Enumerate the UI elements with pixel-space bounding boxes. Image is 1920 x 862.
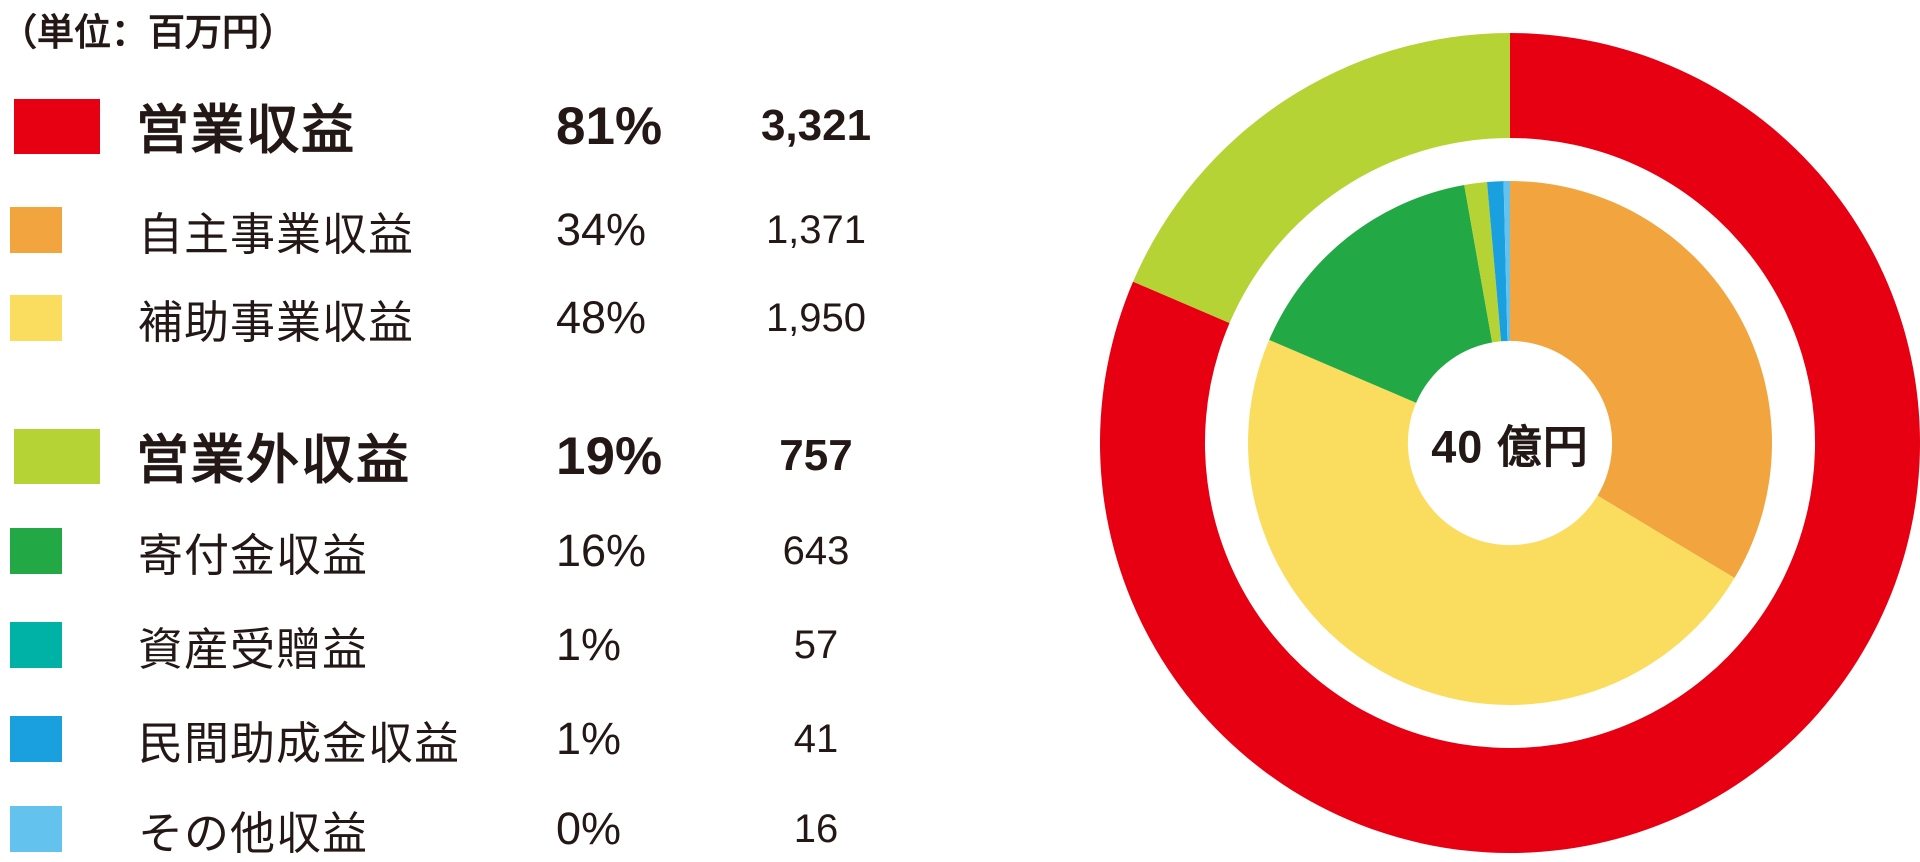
revenue-donut-chart (1090, 0, 1920, 861)
legend-swatch-donation-revenue (10, 528, 62, 574)
legend-value: 3,321 (760, 101, 872, 150)
legend-row-donation-revenue: 寄付金収益 16% 643 (0, 525, 930, 581)
legend-row-own-business-revenue: 自主事業収益 34% 1,371 (0, 204, 930, 260)
legend-percent: 16% (556, 525, 647, 576)
legend-percent: 0% (556, 803, 622, 854)
legend-value: 57 (793, 622, 839, 667)
donut-center-hole (1407, 340, 1613, 546)
legend-percent: 1% (556, 619, 622, 670)
legend-swatch-private-grant-revenue (10, 716, 62, 762)
legend-label: 補助事業収益 (138, 296, 415, 348)
legend-swatch-other-revenue (10, 806, 62, 852)
legend-label: その他収益 (138, 807, 369, 859)
unit-label: （単位：百万円） (0, 12, 296, 53)
legend-label: 営業収益 (136, 101, 356, 160)
legend-row-private-grant-revenue: 民間助成金収益 1% 41 (0, 713, 930, 769)
legend-percent: 48% (556, 292, 647, 343)
legend-label: 民間助成金収益 (138, 717, 461, 769)
legend-row-other-revenue: その他収益 0% 16 (0, 803, 930, 859)
legend-row-asset-gift-revenue: 資産受贈益 1% 57 (0, 619, 930, 675)
donut-chart-svg (1100, 32, 1920, 853)
legend-value: 41 (793, 716, 839, 761)
legend-swatch-own-business-revenue (10, 207, 62, 253)
legend-value: 16 (793, 806, 839, 851)
legend-row-non-operating-revenue: 営業外収益 19% 757 (0, 426, 930, 490)
legend-percent: 81% (556, 96, 663, 156)
legend-swatch-subsidized-business-revenue (10, 295, 62, 341)
legend-percent: 19% (556, 426, 663, 486)
legend-label: 営業外収益 (136, 431, 411, 490)
legend-percent: 1% (556, 713, 622, 764)
legend-swatch-asset-gift-revenue (10, 622, 62, 668)
donut-center-total-label: 40 億円 (1431, 421, 1589, 473)
legend-value: 1,371 (765, 207, 867, 252)
legend-swatch-non-operating-revenue (14, 428, 100, 484)
legend-label: 資産受贈益 (138, 623, 369, 675)
legend-value: 757 (779, 431, 853, 480)
legend-label: 自主事業収益 (138, 208, 415, 260)
donut-slice-outer-1 (1133, 32, 1510, 323)
legend-label: 寄付金収益 (138, 529, 369, 581)
legend-swatch-operating-revenue (14, 98, 100, 154)
legend-row-subsidized-business-revenue: 補助事業収益 48% 1,950 (0, 292, 930, 348)
legend-value: 1,950 (765, 295, 867, 340)
legend-value: 643 (782, 528, 850, 573)
legend-percent: 34% (556, 204, 647, 255)
legend-row-operating-revenue: 営業収益 81% 3,321 (0, 96, 930, 160)
